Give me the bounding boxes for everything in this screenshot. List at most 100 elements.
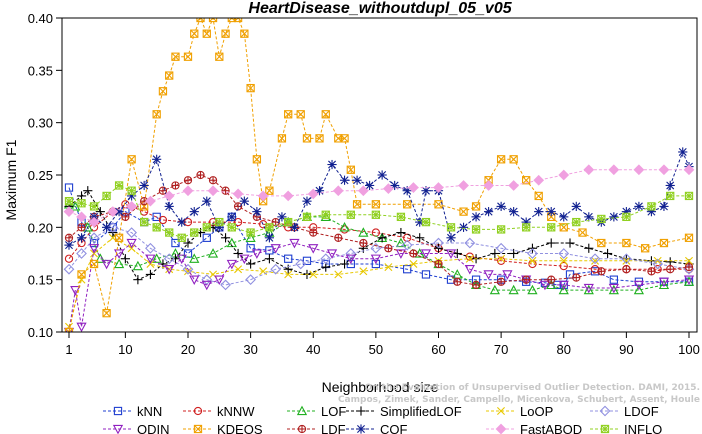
data-point — [70, 285, 81, 296]
data-point — [63, 206, 75, 218]
data-point — [183, 238, 193, 248]
data-point — [152, 110, 161, 119]
data-point — [352, 175, 362, 185]
data-point — [88, 216, 100, 228]
data-point — [584, 243, 594, 253]
data-point — [321, 110, 330, 119]
data-point — [483, 180, 494, 191]
data-point — [647, 202, 656, 211]
data-point — [384, 244, 393, 253]
data-point — [252, 155, 262, 164]
data-point — [189, 275, 200, 286]
data-point — [64, 183, 74, 192]
data-point — [658, 277, 670, 288]
data-point — [289, 222, 300, 232]
legend-marker — [356, 406, 366, 416]
data-point — [339, 259, 350, 269]
series-line-knnw — [68, 203, 689, 270]
data-point — [190, 228, 199, 237]
data-point — [665, 257, 675, 267]
data-point — [371, 210, 381, 219]
data-point — [496, 225, 506, 234]
data-point — [127, 155, 136, 164]
data-point — [471, 202, 481, 211]
data-point — [239, 254, 250, 265]
data-point — [152, 154, 162, 164]
data-point — [547, 275, 556, 284]
data-point — [152, 223, 161, 232]
data-point — [190, 29, 199, 38]
data-point — [471, 212, 481, 222]
chart-title: HeartDisease_withoutdupl_05_v05 — [248, 0, 512, 17]
legend-marker — [296, 405, 308, 416]
data-point — [158, 215, 168, 225]
data-point — [434, 200, 443, 209]
data-point — [334, 233, 343, 242]
series-line-lof — [68, 203, 690, 291]
data-point — [597, 267, 606, 276]
data-point — [133, 275, 143, 285]
data-point — [120, 254, 130, 264]
data-point — [302, 196, 312, 206]
data-point — [76, 191, 87, 201]
data-point — [113, 249, 125, 259]
data-point — [158, 87, 168, 96]
data-point — [509, 248, 519, 259]
data-point — [264, 254, 275, 264]
data-point — [471, 280, 481, 290]
legend-item-fastabod: FastABOD — [486, 422, 582, 434]
data-point — [340, 134, 349, 143]
data-point — [321, 210, 330, 219]
data-point — [208, 18, 218, 23]
data-point — [270, 244, 281, 254]
data-point — [533, 174, 545, 186]
data-point — [420, 249, 432, 259]
x-axis-label: Neighborhood size — [322, 379, 439, 395]
data-point — [246, 228, 255, 237]
data-point — [221, 186, 230, 195]
data-point — [584, 212, 594, 222]
data-point — [666, 191, 675, 201]
axes: 1 10 20 30 40 50 60 70 80 90 100 0.10 0.15 0.20 0.25 0.… — [28, 11, 700, 357]
data-point — [683, 275, 695, 286]
data-point — [189, 253, 200, 263]
data-point — [597, 214, 606, 224]
data-point — [658, 164, 670, 176]
data-point — [345, 248, 357, 259]
data-point — [658, 279, 670, 290]
series-loop — [65, 233, 693, 331]
data-point — [502, 270, 513, 280]
data-point — [633, 280, 645, 291]
data-point — [602, 248, 613, 259]
data-point — [171, 238, 180, 248]
data-point — [465, 254, 474, 263]
data-point — [452, 248, 462, 259]
data-point — [370, 242, 382, 254]
data-point — [483, 207, 494, 217]
data-point — [88, 244, 100, 254]
data-point — [508, 284, 519, 295]
data-point — [684, 191, 694, 201]
x-tick-label: 30 — [243, 342, 257, 357]
data-point — [245, 232, 256, 242]
data-point — [76, 211, 87, 223]
data-point — [234, 265, 243, 274]
series-line-inflo — [68, 184, 689, 239]
legend-marker — [495, 423, 507, 434]
data-point — [246, 259, 256, 269]
data-point — [83, 186, 93, 196]
data-point — [164, 201, 174, 211]
data-point — [666, 265, 675, 274]
y-tick-label: 0.25 — [28, 168, 53, 183]
data-point — [140, 217, 149, 227]
legend-label: SimplifiedLOF — [380, 404, 462, 419]
credit-authors: Campos, Zimek, Sander, Campello, Micenko… — [337, 395, 700, 405]
data-point — [421, 270, 431, 279]
data-point — [589, 253, 601, 265]
data-point — [113, 258, 125, 269]
data-point — [283, 264, 293, 274]
data-point — [202, 196, 212, 206]
data-point — [395, 237, 407, 248]
data-point — [270, 263, 282, 275]
